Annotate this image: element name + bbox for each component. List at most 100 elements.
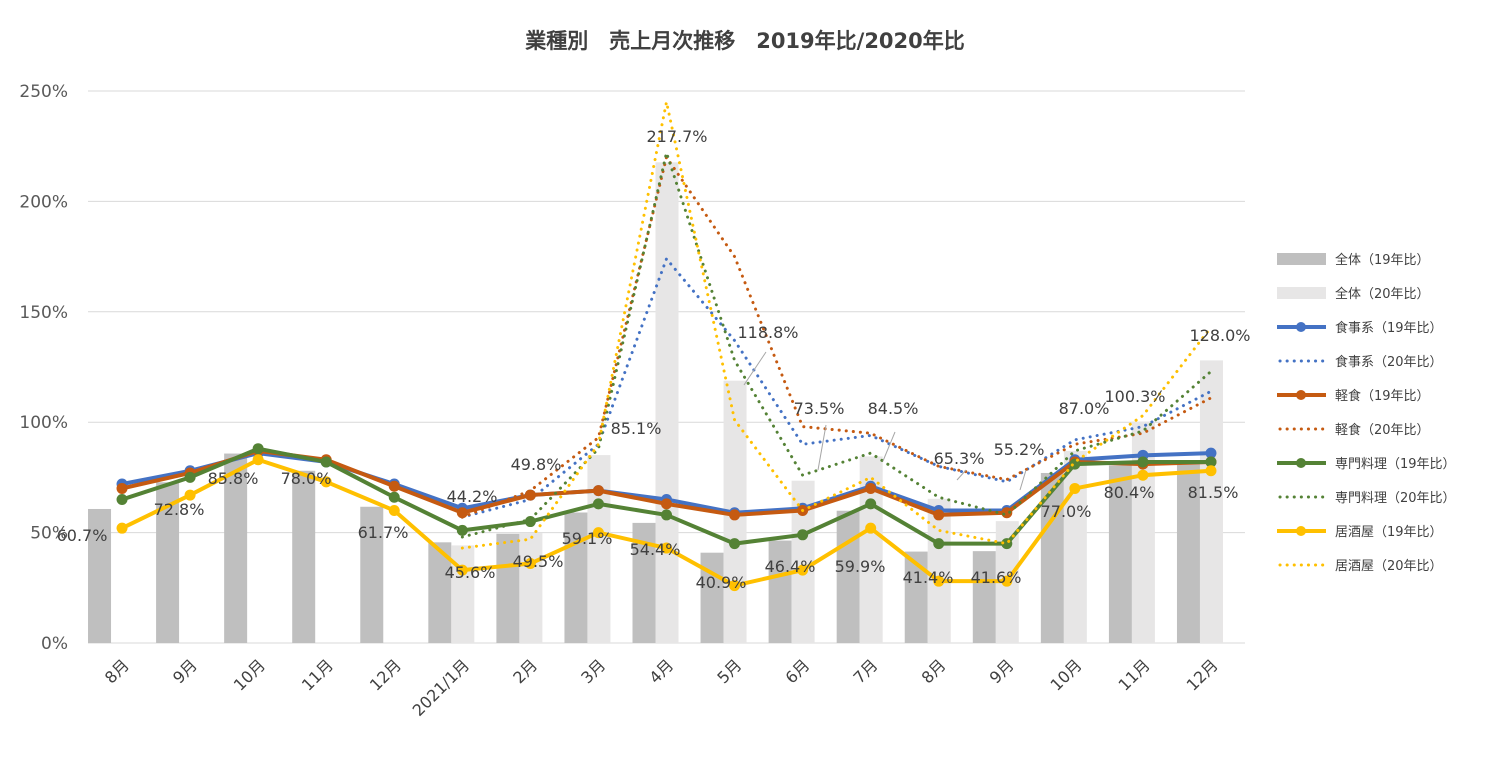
series-marker — [252, 443, 264, 455]
bar — [904, 551, 928, 643]
x-tick-label: 10月 — [230, 655, 269, 694]
series-marker — [524, 558, 536, 570]
legend-marker — [1296, 526, 1306, 536]
bar — [836, 510, 860, 643]
data-label: 46.4% — [765, 557, 816, 576]
bar — [768, 540, 792, 643]
bar — [88, 508, 112, 643]
series-marker — [661, 498, 672, 510]
data-label: 41.6% — [971, 568, 1022, 587]
series-line — [460, 257, 1213, 519]
series-marker — [388, 480, 400, 492]
data-label: 60.7% — [57, 526, 108, 545]
y-tick-label: 150% — [19, 303, 68, 323]
data-label: 44.2% — [447, 487, 498, 506]
series-marker — [797, 529, 809, 541]
series-marker — [729, 538, 741, 550]
series-marker — [933, 575, 945, 587]
bar — [1063, 450, 1087, 643]
legend-label: 軽食（20年比） — [1335, 422, 1430, 438]
data-label: 49.5% — [513, 552, 564, 571]
series-marker — [456, 524, 468, 536]
bar — [927, 498, 951, 643]
x-tick-label: 12月 — [366, 655, 405, 694]
series-marker — [661, 509, 672, 521]
series-marker — [1001, 575, 1013, 587]
series-marker — [524, 489, 536, 501]
series-marker — [797, 564, 809, 576]
bar — [156, 482, 180, 643]
legend-label: 専門料理（19年比） — [1335, 457, 1456, 472]
bar — [496, 533, 520, 643]
x-tick-label: 11月 — [1115, 655, 1154, 694]
legend-label: 全体（19年比） — [1335, 252, 1430, 268]
data-label: 85.8% — [208, 469, 259, 488]
x-tick-label: 3月 — [577, 655, 609, 687]
series-marker — [320, 456, 332, 468]
data-label: 61.7% — [358, 523, 409, 542]
legend-label: 専門料理（20年比） — [1335, 491, 1456, 506]
bar — [451, 545, 475, 643]
series-marker — [1205, 456, 1217, 468]
x-tick-label: 8月 — [101, 655, 133, 687]
series-marker — [388, 491, 400, 503]
leader-line — [882, 431, 896, 462]
series-marker — [865, 498, 877, 510]
legend-label: 食事系（19年比） — [1335, 320, 1443, 336]
bar — [224, 453, 248, 643]
legend-swatch — [1277, 253, 1326, 265]
series-marker — [524, 516, 536, 528]
series-marker — [184, 489, 196, 501]
data-label: 80.4% — [1104, 483, 1155, 502]
x-tick-label: 7月 — [850, 655, 882, 687]
x-tick-label: 10月 — [1047, 655, 1086, 694]
data-label: 40.9% — [696, 573, 747, 592]
data-label: 87.0% — [1059, 399, 1110, 418]
chart-title: 業種別 売上月次推移 2019年比/2020年比 — [525, 29, 965, 53]
series-marker — [1137, 456, 1149, 468]
data-label: 41.4% — [903, 568, 954, 587]
y-tick-label: 250% — [19, 82, 68, 102]
series-marker — [933, 509, 945, 521]
data-label: 217.7% — [646, 127, 707, 146]
legend-label: 食事系（20年比） — [1335, 354, 1443, 370]
x-tick-label: 8月 — [918, 655, 950, 687]
data-label: 128.0% — [1189, 326, 1250, 345]
bar — [519, 533, 543, 643]
series-marker — [184, 471, 196, 483]
data-label: 100.3% — [1104, 387, 1165, 406]
series-marker — [592, 485, 604, 497]
bar — [632, 522, 656, 643]
bar — [1040, 472, 1064, 643]
data-label-layer: 60.7% 72.8%85.8% 78.0% 61.7% 45.6% 44.2% 49.5%… — [57, 127, 1251, 592]
series-marker — [388, 505, 400, 517]
bar — [791, 480, 815, 643]
data-label: 84.5% — [868, 399, 919, 418]
x-tick-label: 12月 — [1183, 655, 1222, 694]
series-marker — [1069, 482, 1081, 494]
series-marker — [1205, 465, 1217, 477]
line-layer — [116, 100, 1217, 592]
bar — [292, 470, 316, 643]
x-tick-label: 9月 — [169, 655, 201, 687]
bar — [360, 506, 384, 643]
series-marker — [865, 522, 877, 534]
x-tick-label: 2月 — [509, 655, 541, 687]
legend-label: 居酒屋（20年比） — [1335, 559, 1443, 574]
series-line — [460, 151, 1213, 539]
data-label: 73.5% — [794, 399, 845, 418]
leader-line — [1019, 469, 1027, 491]
data-label: 65.3% — [934, 449, 985, 468]
bar-layer — [88, 162, 1223, 643]
data-label: 118.8% — [737, 323, 798, 342]
x-tick-label: 5月 — [713, 655, 745, 687]
data-label: 45.6% — [445, 563, 496, 582]
x-tick-label: 6月 — [781, 655, 813, 687]
data-label: 49.8% — [511, 455, 562, 474]
bar — [428, 542, 452, 643]
series-marker — [592, 498, 604, 510]
series-marker — [116, 482, 128, 494]
x-tick-label: 9月 — [986, 655, 1018, 687]
y-tick-label: 100% — [19, 413, 68, 433]
y-tick-label: 50% — [30, 524, 68, 544]
